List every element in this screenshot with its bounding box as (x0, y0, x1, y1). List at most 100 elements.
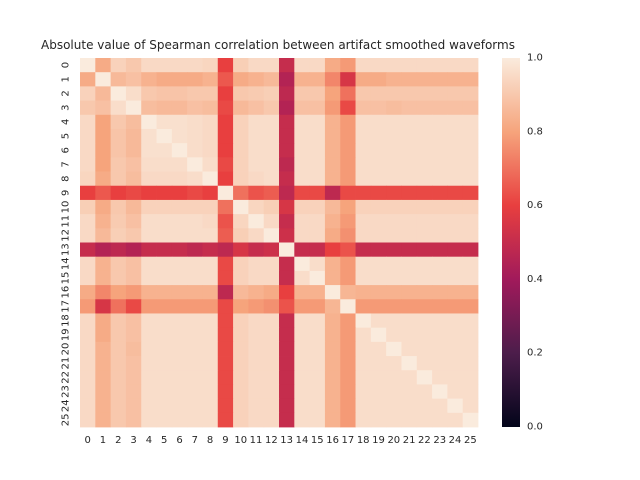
heatmap-cell-0-17 (340, 58, 356, 73)
heatmap-cell-10-19 (370, 199, 387, 215)
heatmap-cell-10-20 (386, 199, 402, 215)
heatmap-cell-20-25 (462, 341, 479, 357)
heatmap-cell-6-15 (309, 143, 326, 158)
colorbar-tick-label-2: 0.4 (527, 274, 543, 285)
heatmap-cell-16-11 (248, 285, 265, 300)
heatmap-cell-12-11 (248, 228, 265, 243)
heatmap-cell-23-7 (187, 384, 203, 400)
heatmap-cell-3-2 (110, 100, 127, 116)
x-tick-label-18: 18 (357, 435, 370, 446)
x-tick-label-25: 25 (464, 435, 477, 446)
heatmap-cell-11-16 (324, 214, 341, 229)
heatmap-cell-20-16 (324, 341, 341, 357)
heatmap-cell-21-1 (95, 356, 112, 371)
heatmap-cell-19-11 (248, 327, 265, 343)
heatmap-cell-8-9 (217, 171, 234, 187)
heatmap-cell-22-3 (125, 370, 142, 385)
chart-title: Absolute value of Spearman correlation b… (41, 38, 515, 52)
heatmap-cell-0-16 (324, 58, 341, 73)
heatmap-cell-5-20 (386, 128, 402, 144)
heatmap-cell-24-18 (355, 398, 372, 414)
heatmap-cell-25-4 (141, 412, 157, 428)
heatmap-cell-0-15 (309, 58, 326, 73)
heatmap-cell-20-20 (386, 341, 402, 357)
heatmap-cell-23-4 (141, 384, 157, 400)
heatmap-cell-11-14 (294, 214, 311, 229)
heatmap-cell-17-20 (386, 299, 402, 314)
heatmap-cell-10-9 (217, 199, 234, 215)
heatmap-cell-24-10 (233, 398, 249, 414)
heatmap-cell-3-8 (202, 100, 219, 116)
heatmap-cell-6-25 (462, 143, 479, 158)
heatmap-cell-13-18 (355, 242, 372, 258)
heatmap-cell-10-24 (447, 199, 464, 215)
heatmap-cell-0-23 (432, 58, 448, 73)
heatmap-cell-22-20 (386, 370, 402, 385)
heatmap-cell-14-23 (432, 256, 448, 272)
heatmap-cell-17-18 (355, 299, 372, 314)
heatmap-cell-15-7 (187, 270, 203, 286)
heatmap-cell-12-14 (294, 228, 311, 243)
heatmap-cell-15-2 (110, 270, 127, 286)
heatmap-cell-3-9 (217, 100, 234, 116)
heatmap-cell-18-12 (263, 313, 280, 329)
heatmap-cell-21-3 (125, 356, 142, 371)
heatmap-cell-9-7 (187, 185, 203, 201)
heatmap-cell-1-2 (110, 72, 127, 87)
y-tick-label-23: 23 (61, 385, 72, 398)
heatmap-cell-1-11 (248, 72, 265, 87)
heatmap-cell-9-19 (370, 185, 387, 201)
heatmap-cell-24-3 (125, 398, 142, 414)
heatmap-cell-14-19 (370, 256, 387, 272)
heatmap-cell-0-25 (462, 58, 479, 73)
heatmap-cell-8-1 (95, 171, 112, 187)
y-tick-label-24: 24 (61, 399, 72, 412)
heatmap-cell-24-5 (156, 398, 173, 414)
heatmap-cell-12-2 (110, 228, 127, 243)
heatmap-cell-1-4 (141, 72, 157, 87)
heatmap-cell-18-16 (324, 313, 341, 329)
heatmap-cell-6-5 (156, 143, 173, 158)
heatmap-cell-15-3 (125, 270, 142, 286)
heatmap-cell-11-3 (125, 214, 142, 229)
heatmap-cell-8-17 (340, 171, 356, 187)
heatmap-cell-12-3 (125, 228, 142, 243)
heatmap-cell-24-4 (141, 398, 157, 414)
heatmap-cell-0-19 (370, 58, 387, 73)
heatmap-cell-14-6 (171, 256, 188, 272)
heatmap-cell-5-2 (110, 128, 127, 144)
heatmap-cell-10-18 (355, 199, 372, 215)
heatmap-cell-16-25 (462, 285, 479, 300)
heatmap-cell-14-4 (141, 256, 157, 272)
heatmap-cell-6-18 (355, 143, 372, 158)
heatmap-cell-1-23 (432, 72, 448, 87)
heatmap-cell-15-19 (370, 270, 387, 286)
heatmap-cell-5-24 (447, 128, 464, 144)
heatmap-cell-19-14 (294, 327, 311, 343)
heatmap-cell-14-13 (279, 256, 295, 272)
heatmap-cell-8-23 (432, 171, 448, 187)
heatmap-cell-25-14 (294, 412, 311, 428)
heatmap-cell-18-5 (156, 313, 173, 329)
heatmap-cell-4-3 (125, 114, 142, 130)
heatmap-cell-6-4 (141, 143, 157, 158)
heatmap-cell-23-10 (233, 384, 249, 400)
colorbar-tick-label-0: 0.0 (527, 422, 543, 433)
heatmap-cell-25-8 (202, 412, 219, 428)
heatmap-cell-6-2 (110, 143, 127, 158)
heatmap-cell-11-13 (279, 214, 295, 229)
heatmap-cell-16-12 (263, 285, 280, 300)
heatmap-cell-7-24 (447, 157, 464, 172)
heatmap-cell-0-4 (141, 58, 157, 73)
heatmap-cell-12-25 (462, 228, 479, 243)
heatmap-cell-0-12 (263, 58, 280, 73)
heatmap-cell-4-8 (202, 114, 219, 130)
heatmap-cell-8-3 (125, 171, 142, 187)
heatmap-cell-25-10 (233, 412, 249, 428)
heatmap-cell-2-5 (156, 86, 173, 101)
heatmap-cell-13-25 (462, 242, 479, 258)
heatmap-cell-14-10 (233, 256, 249, 272)
heatmap-cell-8-7 (187, 171, 203, 187)
heatmap-cell-9-11 (248, 185, 265, 201)
heatmap-cell-3-16 (324, 100, 341, 116)
